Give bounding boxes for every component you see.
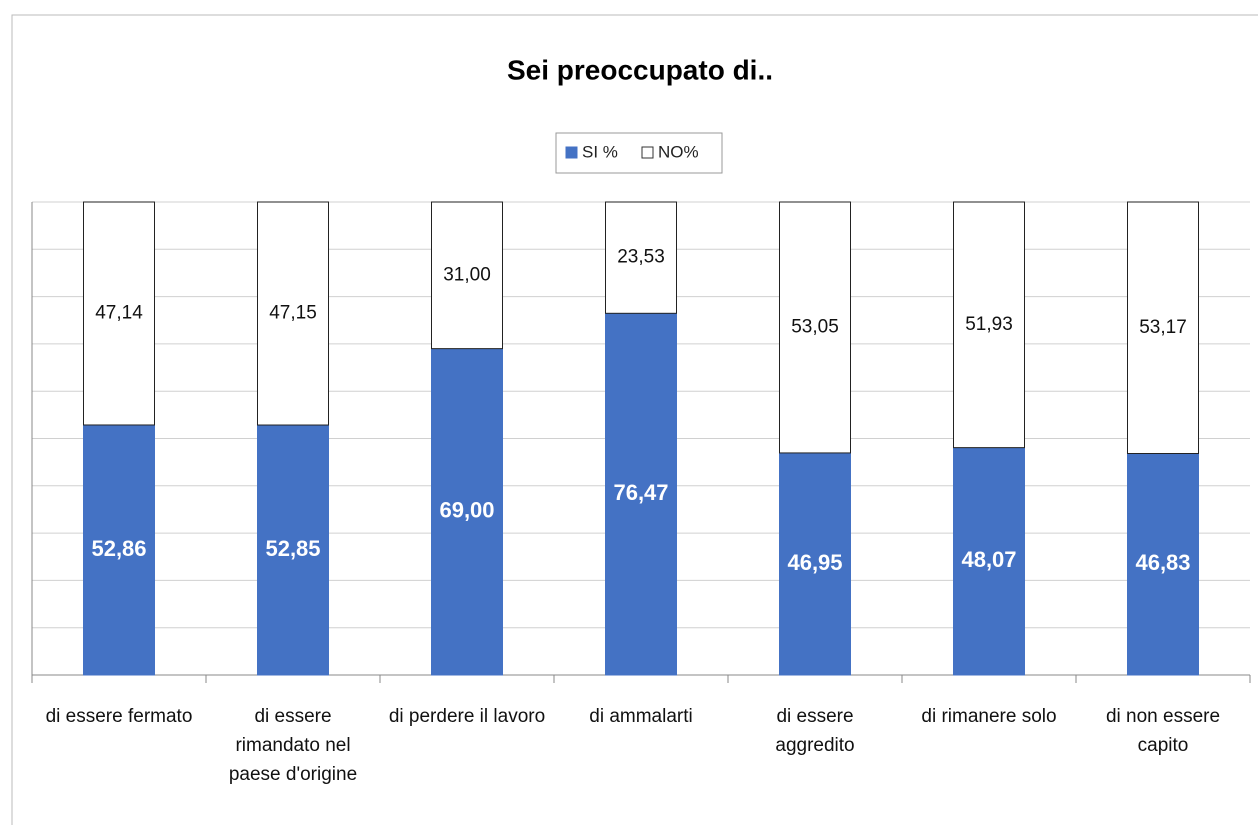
bar-segment <box>605 312 677 676</box>
bar-segment <box>431 348 503 676</box>
bar-segment <box>431 201 503 350</box>
bar-segment <box>779 452 851 676</box>
data-label: 52,85 <box>265 536 320 561</box>
data-label: 47,14 <box>95 303 143 324</box>
data-label: 53,17 <box>1139 317 1187 338</box>
bar-segment <box>1127 452 1199 676</box>
data-label: 52,86 <box>91 536 146 561</box>
bar-segment <box>83 201 155 426</box>
bar-segment <box>953 201 1025 449</box>
bar-segment <box>257 201 329 426</box>
legend-box <box>555 132 723 174</box>
data-label: 46,95 <box>787 550 842 575</box>
bar-segment <box>605 201 677 314</box>
bar-segment <box>779 201 851 454</box>
data-label: 51,93 <box>965 314 1013 335</box>
data-label: 76,47 <box>613 480 668 505</box>
data-label: 48,07 <box>961 547 1016 572</box>
data-label: 31,00 <box>443 264 491 285</box>
x-tick-label: di essere aggredito <box>775 706 855 756</box>
legend-swatch <box>641 146 654 159</box>
x-tick-label: di ammalarti <box>589 706 693 727</box>
legend-swatch <box>565 146 578 159</box>
x-tick-label: di perdere il lavoro <box>388 706 546 727</box>
x-tick-label: di non essere capito <box>1105 706 1221 756</box>
bar-segment <box>1127 201 1199 454</box>
data-label: 46,83 <box>1135 550 1190 575</box>
data-label: 47,15 <box>269 303 317 324</box>
legend-label: SI % <box>582 142 618 161</box>
data-label: 69,00 <box>439 498 494 523</box>
data-label: 53,05 <box>791 316 839 337</box>
x-tick-label: di rimanere solo <box>921 706 1057 727</box>
x-tick-label: di essere fermato <box>45 706 193 727</box>
bar-segment <box>83 424 155 676</box>
chart-title: Sei preoccupato di.. <box>507 54 773 85</box>
data-label: 23,53 <box>617 247 665 268</box>
bar-segment <box>257 424 329 676</box>
legend-label: NO% <box>658 142 699 161</box>
x-tick-label: di essere rimandato nel paese d'origine <box>228 706 358 785</box>
bar-segment <box>953 447 1025 676</box>
